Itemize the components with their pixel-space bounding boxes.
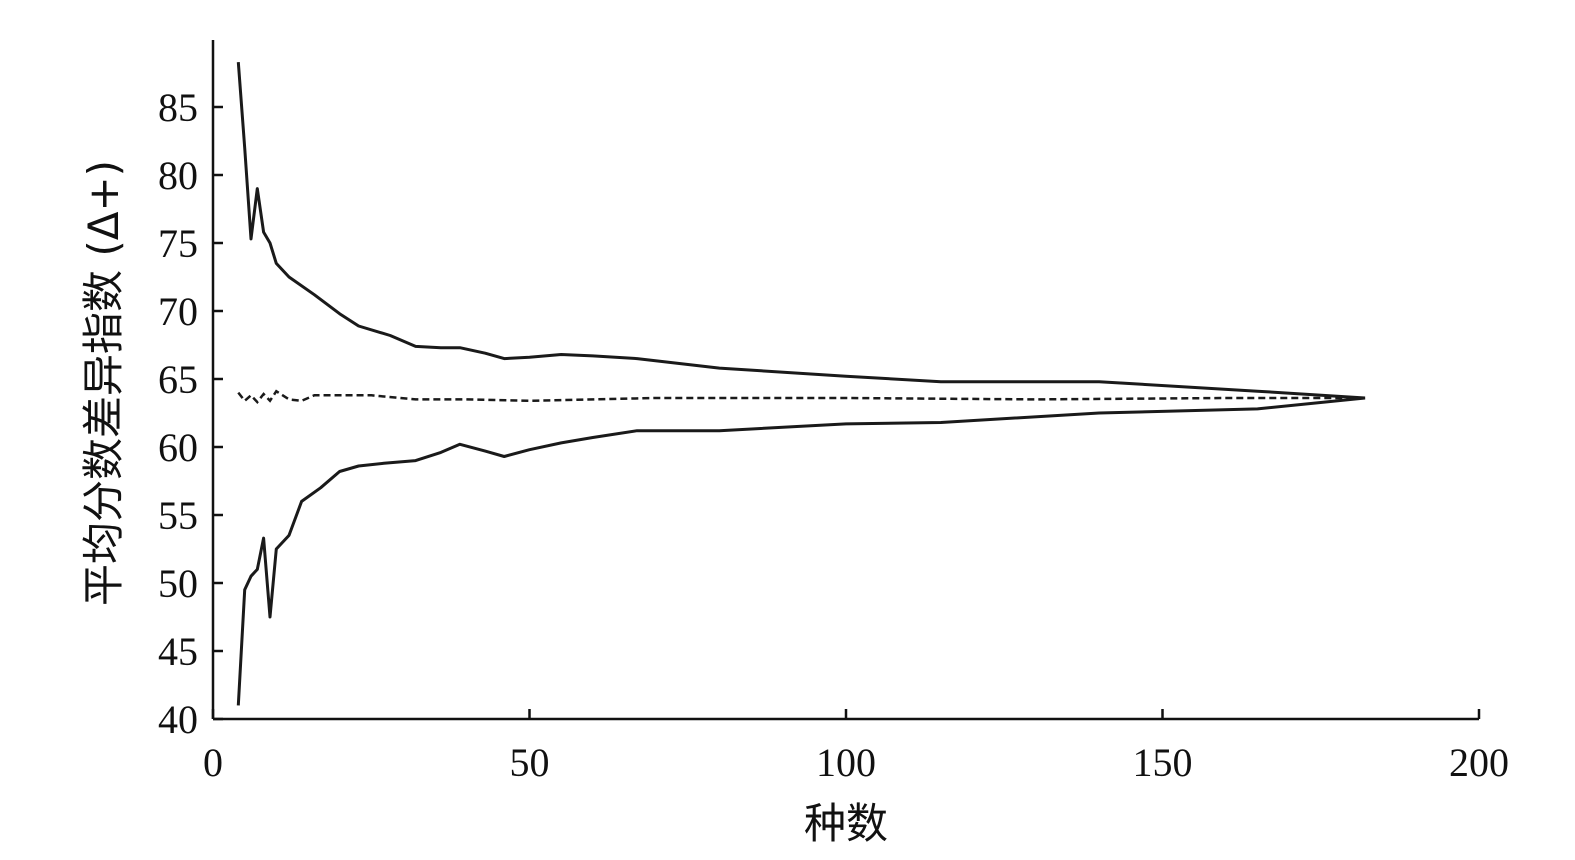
ticks: 0 50 100 150 200 40 45 50 55 60 65 70 75 80 85	[158, 85, 1509, 785]
x-axis-title: 种数	[804, 799, 888, 848]
mean-line	[237, 389, 1366, 405]
y-tick-label: 75	[158, 221, 198, 266]
y-tick-label: 50	[158, 561, 198, 606]
y-tick-label: 60	[158, 425, 198, 470]
y-tick-label: 80	[158, 153, 198, 198]
lower-limit-line	[236, 396, 1366, 706]
upper-limit-line	[236, 61, 1366, 400]
axes	[211, 40, 1479, 721]
y-tick-label: 45	[158, 629, 198, 674]
y-tick-label: 55	[158, 493, 198, 538]
y-tick-label: 85	[158, 85, 198, 130]
x-tick-label: 150	[1133, 740, 1193, 785]
y-axis-title: 平均分数差异指数 (Δ+)	[79, 160, 128, 606]
x-tick-label: 0	[203, 740, 223, 785]
y-tick-label: 70	[158, 289, 198, 334]
x-tick-label: 100	[816, 740, 876, 785]
y-tick-label: 40	[158, 697, 198, 742]
x-tick-label: 200	[1449, 740, 1509, 785]
series-group	[236, 61, 1366, 706]
x-tick-label: 50	[510, 740, 550, 785]
y-tick-label: 65	[158, 357, 198, 402]
